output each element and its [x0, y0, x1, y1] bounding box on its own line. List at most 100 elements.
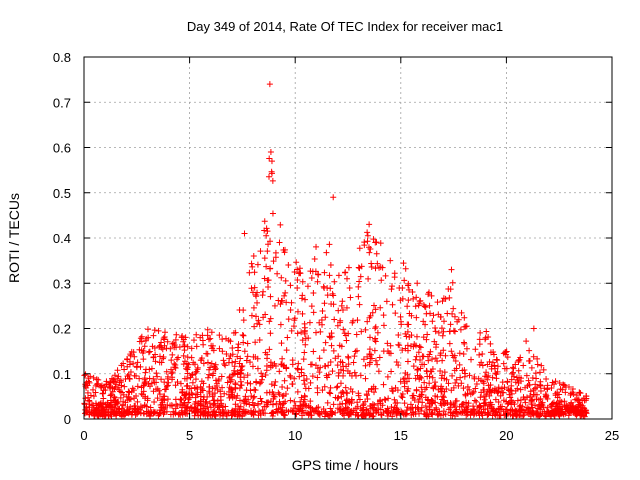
data-point	[251, 402, 258, 409]
data-point	[180, 361, 187, 368]
data-point	[119, 401, 126, 408]
data-point	[392, 310, 399, 317]
data-point	[264, 228, 271, 235]
data-point	[476, 361, 483, 368]
data-point	[395, 341, 402, 348]
data-point	[161, 379, 168, 386]
data-point	[163, 345, 170, 352]
data-point	[248, 260, 255, 267]
data-point	[333, 384, 340, 391]
data-point	[414, 372, 421, 379]
data-point	[544, 404, 551, 411]
data-point	[214, 386, 221, 393]
data-point	[266, 346, 273, 353]
data-point	[537, 378, 544, 385]
data-point	[243, 357, 250, 364]
y-tick-labels: 0 0.1 0.2 0.3 0.4 0.5 0.6 0.7 0.8	[53, 50, 71, 427]
data-point	[230, 371, 237, 378]
data-point	[536, 369, 543, 376]
data-point	[223, 335, 230, 342]
data-point	[320, 347, 327, 354]
data-point	[475, 409, 482, 416]
data-point	[255, 317, 262, 324]
data-point	[206, 400, 213, 407]
data-point	[134, 408, 141, 415]
data-point	[365, 244, 372, 251]
data-point	[380, 381, 387, 388]
data-point	[222, 403, 229, 410]
data-point	[449, 310, 456, 317]
data-point	[169, 374, 176, 381]
data-point	[249, 363, 256, 370]
data-point	[271, 302, 278, 309]
data-point	[145, 334, 152, 341]
data-point	[168, 366, 175, 373]
data-point	[145, 349, 152, 356]
data-point	[345, 361, 352, 368]
data-point	[524, 383, 531, 390]
data-point	[456, 350, 463, 357]
data-point	[231, 411, 238, 418]
data-point	[366, 249, 373, 256]
data-point	[240, 317, 247, 324]
data-point	[397, 313, 404, 320]
data-point	[198, 378, 205, 385]
data-point	[461, 314, 468, 321]
data-point	[224, 379, 231, 386]
data-point	[446, 294, 453, 301]
data-point	[470, 411, 477, 418]
data-point	[225, 391, 232, 398]
data-point	[266, 318, 273, 325]
data-point	[416, 393, 423, 400]
data-point	[461, 373, 468, 380]
data-point	[485, 411, 492, 418]
data-point	[410, 363, 417, 370]
data-point	[186, 385, 193, 392]
data-point	[325, 362, 332, 369]
data-point	[438, 396, 445, 403]
data-point	[269, 177, 276, 184]
data-point	[551, 411, 558, 418]
data-point	[147, 404, 154, 411]
data-point	[117, 394, 124, 401]
data-point	[473, 398, 480, 405]
data-point	[277, 321, 284, 328]
data-point	[508, 376, 515, 383]
data-point	[426, 302, 433, 309]
data-point	[279, 355, 286, 362]
data-point	[313, 329, 320, 336]
data-point	[330, 401, 337, 408]
data-point	[154, 373, 161, 380]
data-point	[179, 389, 186, 396]
data-point	[294, 266, 301, 273]
data-point	[216, 332, 223, 339]
data-point	[250, 252, 257, 259]
data-point	[130, 360, 137, 367]
data-point	[86, 411, 93, 418]
data-point	[484, 361, 491, 368]
data-point	[247, 359, 254, 366]
data-point	[494, 412, 501, 419]
data-point	[527, 393, 534, 400]
data-point	[227, 378, 234, 385]
data-point	[249, 263, 256, 270]
data-point	[230, 329, 237, 336]
data-point	[221, 390, 228, 397]
data-point	[358, 263, 365, 270]
chart-title: Day 349 of 2014, Rate Of TEC Index for r…	[187, 19, 503, 34]
data-point	[285, 316, 292, 323]
data-point	[537, 411, 544, 418]
data-point	[184, 366, 191, 373]
data-point	[470, 403, 477, 410]
data-point	[500, 360, 507, 367]
data-point	[345, 264, 352, 271]
data-point	[267, 362, 274, 369]
data-point	[268, 381, 275, 388]
data-point	[151, 398, 158, 405]
data-point	[575, 403, 582, 410]
data-point	[515, 357, 522, 364]
data-point	[141, 402, 148, 409]
data-point	[413, 333, 420, 340]
data-point	[109, 406, 116, 413]
data-point	[350, 317, 357, 324]
